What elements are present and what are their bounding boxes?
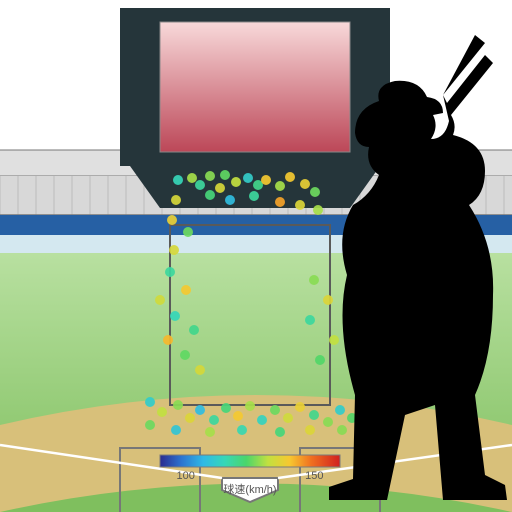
- pitch-dot: [231, 177, 241, 187]
- pitch-dot: [313, 205, 323, 215]
- pitch-dot: [323, 417, 333, 427]
- pitch-dot: [189, 325, 199, 335]
- pitch-dot: [283, 413, 293, 423]
- pitch-dot: [145, 420, 155, 430]
- pitch-dot: [157, 407, 167, 417]
- pitch-dot: [275, 181, 285, 191]
- pitch-dot: [183, 227, 193, 237]
- pitch-dot: [173, 400, 183, 410]
- pitch-dot: [225, 195, 235, 205]
- pitch-dot: [180, 350, 190, 360]
- pitch-dot: [181, 285, 191, 295]
- pitch-dot: [195, 365, 205, 375]
- pitch-dot: [305, 315, 315, 325]
- pitch-dot: [309, 410, 319, 420]
- pitch-dot: [310, 187, 320, 197]
- scoreboard: [120, 8, 390, 208]
- pitch-dot: [337, 425, 347, 435]
- pitch-dot: [245, 401, 255, 411]
- pitch-dot: [261, 175, 271, 185]
- pitch-location-chart: 100 150 球速(km/h): [0, 0, 512, 512]
- pitch-dot: [275, 197, 285, 207]
- pitch-dot: [171, 195, 181, 205]
- pitch-dot: [205, 190, 215, 200]
- pitch-dot: [155, 295, 165, 305]
- pitch-dot: [329, 335, 339, 345]
- pitch-dot: [145, 397, 155, 407]
- pitch-dot: [315, 355, 325, 365]
- pitch-dot: [195, 180, 205, 190]
- legend-label: 球速(km/h): [223, 482, 276, 496]
- pitch-dot: [295, 200, 305, 210]
- pitch-dot: [237, 425, 247, 435]
- pitch-dot: [335, 405, 345, 415]
- pitch-dot: [165, 267, 175, 277]
- pitch-dot: [300, 179, 310, 189]
- pitch-dot: [205, 427, 215, 437]
- pitch-dot: [220, 170, 230, 180]
- pitch-dot: [185, 413, 195, 423]
- pitch-dot: [167, 215, 177, 225]
- pitch-dot: [195, 405, 205, 415]
- pitch-dot: [233, 411, 243, 421]
- pitch-dot: [221, 403, 231, 413]
- pitch-dot: [205, 171, 215, 181]
- pitch-dot: [257, 415, 267, 425]
- chart-svg: 100 150 球速(km/h): [0, 0, 512, 512]
- legend-tick: 100: [177, 470, 195, 482]
- pitch-dot: [170, 311, 180, 321]
- pitch-dot: [187, 173, 197, 183]
- pitch-dot: [285, 172, 295, 182]
- pitch-dot: [171, 425, 181, 435]
- pitch-dot: [169, 245, 179, 255]
- pitch-dot: [243, 173, 253, 183]
- pitch-dot: [173, 175, 183, 185]
- pitch-dot: [305, 425, 315, 435]
- pitch-dot: [295, 402, 305, 412]
- pitch-dot: [270, 405, 280, 415]
- pitch-dot: [249, 191, 259, 201]
- legend-tick: 150: [305, 470, 323, 482]
- pitch-dot: [215, 183, 225, 193]
- pitch-dot: [309, 275, 319, 285]
- pitch-dot: [163, 335, 173, 345]
- pitch-dot: [275, 427, 285, 437]
- pitch-dot: [323, 295, 333, 305]
- pitch-dot: [209, 415, 219, 425]
